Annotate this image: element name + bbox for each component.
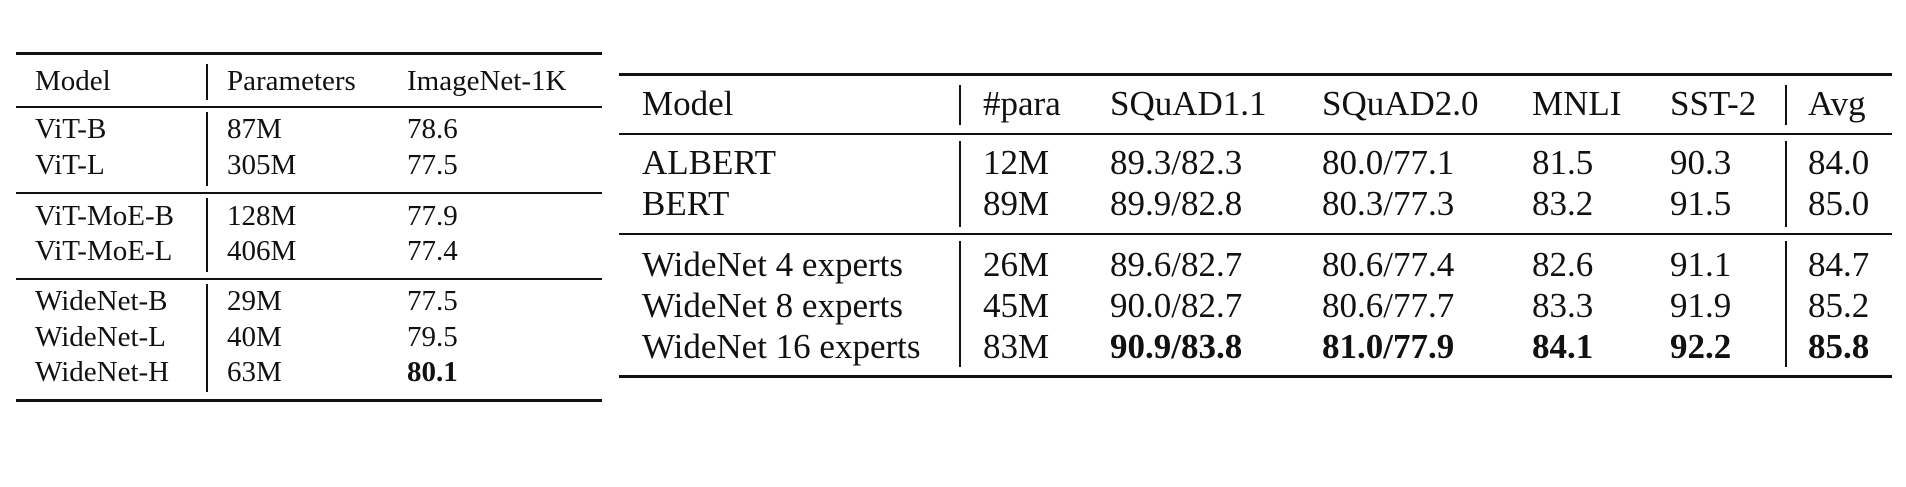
table-cell: WideNet 4 experts [642, 245, 903, 284]
table-cell: ViT-MoE-L [35, 235, 173, 267]
table-cell: ViT-L [35, 149, 105, 181]
table-cell: 77.5 [407, 149, 458, 181]
table-cell: ALBERT [642, 143, 777, 182]
table-cell: 79.5 [407, 321, 458, 353]
header-squad20: SQuAD2.0 [1322, 84, 1479, 123]
table-cell: 91.5 [1670, 184, 1732, 223]
column-separator [959, 85, 961, 125]
table-cell: 90.3 [1670, 143, 1732, 182]
table-cell: 77.9 [407, 200, 458, 232]
table-cell: 89.3/82.3 [1110, 143, 1243, 182]
table-cell-best: 90.9/83.8 [1110, 327, 1243, 366]
table-cell-best: 81.0/77.9 [1322, 327, 1455, 366]
vit-results-table: Model Parameters ImageNet-1K ViT-B 87M 7… [16, 52, 602, 402]
table-cell: 40M [227, 321, 282, 353]
header-parameters: Parameters [227, 65, 356, 97]
header-imagenet: ImageNet-1K [407, 65, 567, 97]
table-cell-best: 85.8 [1808, 327, 1870, 366]
table-cell: 26M [983, 245, 1050, 284]
table-cell: 80.0/77.1 [1322, 143, 1455, 182]
top-rule [619, 73, 1892, 76]
bottom-rule [16, 399, 602, 402]
table-cell: 83.3 [1532, 286, 1594, 325]
table-cell: 80.3/77.3 [1322, 184, 1455, 223]
column-separator [206, 112, 208, 186]
table-cell: 89.9/82.8 [1110, 184, 1243, 223]
header-model: Model [35, 65, 111, 97]
table-cell: 87M [227, 113, 282, 145]
table-cell-best: 92.2 [1670, 327, 1732, 366]
column-separator [959, 141, 961, 227]
top-rule [16, 52, 602, 55]
table-cell: 12M [983, 143, 1050, 182]
column-separator [959, 241, 961, 367]
column-separator [1785, 85, 1787, 125]
table-cell: 77.4 [407, 235, 458, 267]
table-cell: 90.0/82.7 [1110, 286, 1243, 325]
header-avg: Avg [1808, 84, 1866, 123]
table-cell: 85.0 [1808, 184, 1870, 223]
header-para: #para [983, 84, 1061, 123]
table-cell: 78.6 [407, 113, 458, 145]
column-separator [206, 64, 208, 100]
table-cell: 89M [983, 184, 1050, 223]
table-cell: 82.6 [1532, 245, 1594, 284]
table-cell: 45M [983, 286, 1050, 325]
table-cell-best: 84.1 [1532, 327, 1594, 366]
table-cell: ViT-B [35, 113, 107, 145]
header-rule [619, 133, 1892, 135]
header-mnli: MNLI [1532, 84, 1622, 123]
table-cell: 80.6/77.4 [1322, 245, 1455, 284]
group-rule [16, 278, 602, 280]
table-cell: 83.2 [1532, 184, 1594, 223]
table-cell: 77.5 [407, 285, 458, 317]
table-cell: WideNet-L [35, 321, 166, 353]
column-separator [206, 198, 208, 272]
bottom-rule [619, 375, 1892, 378]
group-rule [619, 233, 1892, 235]
table-cell: 128M [227, 200, 297, 232]
group-rule [16, 192, 602, 194]
header-rule [16, 106, 602, 108]
header-squad11: SQuAD1.1 [1110, 84, 1267, 123]
header-sst2: SST-2 [1670, 84, 1757, 123]
header-model: Model [642, 84, 734, 123]
table-cell: WideNet 8 experts [642, 286, 903, 325]
table-cell: 81.5 [1532, 143, 1594, 182]
table-cell: 29M [227, 285, 282, 317]
table-cell: BERT [642, 184, 730, 223]
table-cell: 91.1 [1670, 245, 1732, 284]
column-separator [1785, 241, 1787, 367]
table-cell: 83M [983, 327, 1050, 366]
table-cell: ViT-MoE-B [35, 200, 174, 232]
table-cell: 89.6/82.7 [1110, 245, 1243, 284]
column-separator [1785, 141, 1787, 227]
table-cell: WideNet-H [35, 356, 170, 388]
table-cell: 91.9 [1670, 286, 1732, 325]
table-cell: WideNet 16 experts [642, 327, 921, 366]
table-cell: 63M [227, 356, 282, 388]
table-cell-best: 80.1 [407, 356, 458, 388]
table-cell: 80.6/77.7 [1322, 286, 1455, 325]
column-separator [206, 284, 208, 392]
table-cell: 85.2 [1808, 286, 1870, 325]
table-cell: WideNet-B [35, 285, 168, 317]
table-cell: 406M [227, 235, 297, 267]
nlp-results-table: Model #para SQuAD1.1 SQuAD2.0 MNLI SST-2… [619, 73, 1892, 383]
table-cell: 305M [227, 149, 297, 181]
table-cell: 84.7 [1808, 245, 1870, 284]
table-cell: 84.0 [1808, 143, 1870, 182]
